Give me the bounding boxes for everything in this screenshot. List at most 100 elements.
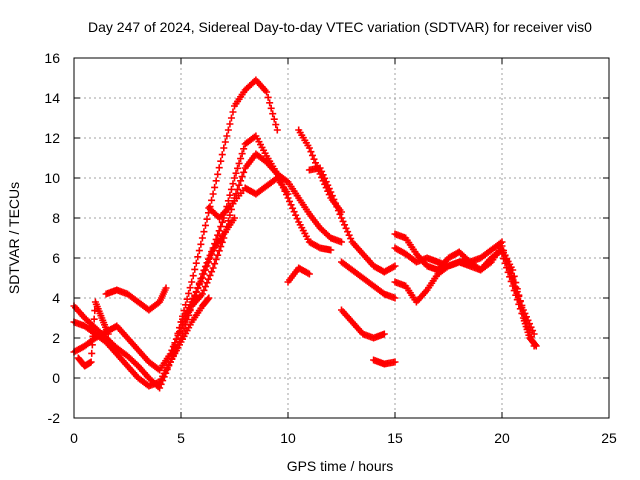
data-point bbox=[333, 203, 341, 211]
chart-title: Day 247 of 2024, Sidereal Day-to-day VTE… bbox=[88, 19, 592, 35]
data-point bbox=[231, 174, 238, 182]
data-point bbox=[90, 315, 98, 323]
data-point bbox=[509, 282, 517, 290]
data-point bbox=[316, 164, 324, 172]
data-point bbox=[208, 196, 216, 204]
data-point bbox=[169, 343, 177, 351]
data-point bbox=[214, 251, 222, 259]
data-point bbox=[263, 88, 271, 96]
x-axis-label: GPS time / hours bbox=[287, 458, 394, 474]
x-tick-label: 0 bbox=[70, 430, 78, 446]
data-point bbox=[204, 295, 212, 303]
data-point bbox=[319, 171, 327, 179]
data-point bbox=[185, 289, 193, 297]
data-point bbox=[200, 286, 208, 294]
data-point bbox=[287, 201, 295, 209]
y-tick-label: 10 bbox=[44, 170, 60, 186]
data-point bbox=[104, 330, 112, 338]
data-point bbox=[328, 192, 336, 200]
data-point bbox=[227, 114, 235, 122]
data-point bbox=[188, 298, 196, 306]
data-point bbox=[226, 211, 234, 219]
data-point bbox=[194, 284, 202, 292]
data-point bbox=[218, 218, 226, 226]
data-point bbox=[347, 235, 355, 243]
data-point bbox=[341, 221, 349, 229]
data-point bbox=[504, 268, 512, 276]
data-point bbox=[234, 185, 242, 193]
data-point bbox=[339, 217, 347, 225]
data-point bbox=[212, 255, 220, 263]
data-point bbox=[201, 266, 209, 274]
data-point bbox=[513, 296, 521, 304]
data-point bbox=[224, 197, 232, 205]
data-point bbox=[192, 288, 200, 296]
data-point bbox=[212, 177, 220, 185]
data-point bbox=[197, 240, 205, 248]
data-points bbox=[70, 76, 540, 392]
data-point bbox=[231, 214, 238, 222]
data-point bbox=[198, 274, 206, 282]
data-point bbox=[264, 93, 272, 101]
y-tick-label: 6 bbox=[52, 250, 60, 266]
data-point bbox=[307, 148, 315, 156]
data-point bbox=[238, 173, 246, 181]
data-point bbox=[226, 120, 234, 128]
data-point bbox=[203, 279, 211, 287]
data-point bbox=[217, 223, 225, 231]
data-point bbox=[269, 110, 277, 118]
data-point bbox=[205, 275, 213, 283]
data-point bbox=[235, 159, 243, 167]
data-point bbox=[215, 247, 223, 255]
data-point bbox=[391, 294, 399, 302]
data-point bbox=[87, 358, 95, 366]
y-tick-label: -2 bbox=[48, 410, 61, 426]
data-point bbox=[205, 258, 213, 266]
data-point bbox=[177, 324, 185, 332]
data-point bbox=[205, 294, 213, 302]
series-track-18 bbox=[498, 250, 540, 350]
x-tick-label: 15 bbox=[387, 430, 403, 446]
data-point bbox=[310, 155, 318, 163]
data-point bbox=[195, 247, 203, 255]
data-point bbox=[345, 231, 353, 239]
x-tick-label: 10 bbox=[280, 430, 296, 446]
series-track-4 bbox=[102, 284, 170, 314]
data-point bbox=[201, 283, 209, 291]
data-point bbox=[214, 170, 222, 178]
data-point bbox=[330, 195, 338, 203]
data-point bbox=[391, 262, 399, 270]
data-point bbox=[198, 290, 206, 298]
series-track-12 bbox=[338, 258, 399, 302]
data-point bbox=[189, 272, 197, 280]
data-point bbox=[218, 151, 226, 159]
plot-frame bbox=[73, 57, 610, 419]
y-tick-label: 12 bbox=[44, 130, 60, 146]
data-point bbox=[209, 264, 217, 272]
y-tick-label: 0 bbox=[52, 370, 60, 386]
data-point bbox=[172, 335, 180, 343]
data-point bbox=[183, 295, 191, 303]
data-point bbox=[272, 121, 280, 129]
x-tick-label: 5 bbox=[177, 430, 185, 446]
data-point bbox=[324, 181, 332, 189]
data-point bbox=[191, 265, 199, 273]
data-point bbox=[186, 284, 194, 292]
data-point bbox=[89, 332, 97, 340]
data-point bbox=[290, 208, 298, 216]
data-point bbox=[501, 259, 509, 267]
data-point bbox=[391, 358, 399, 366]
series-track-9 bbox=[284, 264, 313, 286]
data-point bbox=[344, 228, 352, 236]
x-tick-label: 25 bbox=[601, 430, 617, 446]
data-point bbox=[198, 234, 206, 242]
data-point bbox=[211, 183, 219, 191]
data-point bbox=[188, 278, 196, 286]
data-point bbox=[267, 104, 275, 112]
data-point bbox=[284, 190, 292, 198]
data-point bbox=[235, 181, 243, 189]
y-tick-label: 8 bbox=[52, 210, 60, 226]
data-point bbox=[293, 215, 301, 223]
data-point bbox=[171, 339, 179, 347]
